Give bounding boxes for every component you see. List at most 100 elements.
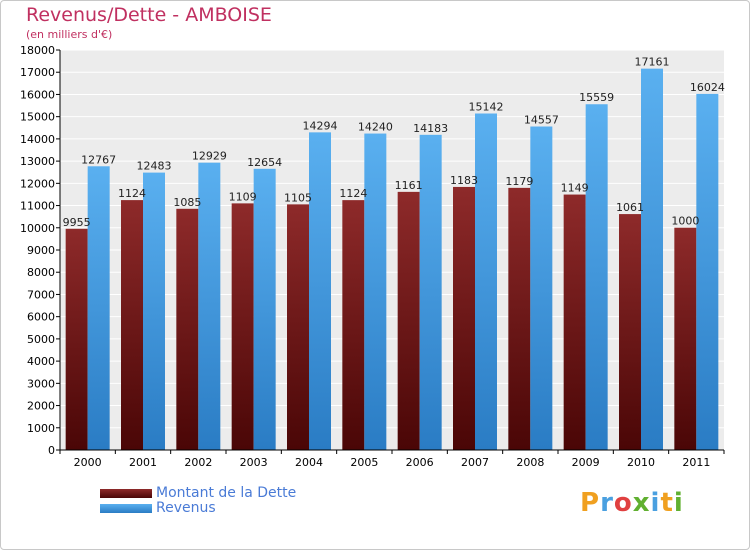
bar-revenus bbox=[696, 93, 719, 451]
x-tick-label: 2001 bbox=[129, 456, 157, 469]
legend-swatch-revenus bbox=[100, 504, 152, 513]
x-tick-label: 2010 bbox=[627, 456, 655, 469]
bar-revenus bbox=[475, 113, 497, 450]
y-tick-label: 18000 bbox=[20, 44, 55, 57]
data-label-revenus: 15559 bbox=[579, 91, 614, 104]
data-label-revenus: 14183 bbox=[413, 122, 448, 135]
legend-item-revenus: Revenus bbox=[100, 501, 296, 516]
y-tick-label: 9000 bbox=[27, 244, 55, 257]
data-label-dette: 1124 bbox=[118, 187, 146, 200]
legend-swatch-dette bbox=[100, 489, 152, 498]
data-label-revenus: 12767 bbox=[81, 153, 116, 166]
x-tick-label: 2006 bbox=[406, 456, 434, 469]
bar-revenus bbox=[641, 68, 663, 451]
x-tick-label: 2007 bbox=[461, 456, 489, 469]
y-tick-label: 11000 bbox=[20, 200, 55, 213]
y-tick-label: 15000 bbox=[20, 111, 55, 124]
data-label-dette: 9955 bbox=[63, 216, 91, 229]
y-tick-label: 4000 bbox=[27, 355, 55, 368]
x-tick-label: 2002 bbox=[184, 456, 212, 469]
logo-letter: i bbox=[673, 488, 684, 518]
data-labels: 9955 12767 1124 12483 1085 12929 1109 12654 1105… bbox=[63, 56, 725, 229]
x-tick-label: 2004 bbox=[295, 456, 323, 469]
data-label-revenus: 12654 bbox=[247, 156, 282, 169]
x-tick-label: 2000 bbox=[74, 456, 102, 469]
data-label-revenus: 12483 bbox=[137, 160, 172, 173]
data-label-revenus: 12929 bbox=[192, 150, 227, 163]
bar-revenus bbox=[364, 133, 387, 451]
logo-letter: i bbox=[650, 488, 661, 518]
bar-revenus bbox=[143, 172, 165, 450]
legend-label-dette: Montant de la Dette bbox=[156, 485, 297, 501]
data-label-revenus: 14294 bbox=[303, 119, 338, 132]
bar-dette bbox=[121, 200, 143, 450]
bar-revenus bbox=[253, 168, 276, 451]
y-tick-label: 3000 bbox=[27, 377, 55, 390]
bar-dette bbox=[65, 228, 88, 450]
data-label-dette: 1149 bbox=[561, 182, 589, 195]
x-tick-label: 2011 bbox=[682, 456, 710, 469]
y-tick-label: 6000 bbox=[27, 311, 55, 324]
legend-label-revenus: Revenus bbox=[156, 500, 216, 516]
data-label-dette: 1085 bbox=[173, 196, 201, 209]
legend-item-dette: Montant de la Dette bbox=[100, 486, 296, 501]
y-tick-label: 7000 bbox=[27, 288, 55, 301]
logo-letter: t bbox=[660, 488, 674, 518]
bar-revenus bbox=[530, 126, 553, 450]
bars bbox=[65, 68, 719, 451]
y-tick-label: 16000 bbox=[20, 88, 55, 101]
bar-dette bbox=[231, 203, 254, 450]
logo-letter: x bbox=[632, 488, 651, 518]
bar-revenus bbox=[87, 166, 110, 451]
bar-dette bbox=[287, 204, 309, 450]
y-tick-label: 14000 bbox=[20, 133, 55, 146]
chart-subtitle: (en milliers d'€) bbox=[26, 28, 113, 41]
chart-title: Revenus/Dette - AMBOISE bbox=[26, 4, 272, 26]
x-tick-label: 2008 bbox=[516, 456, 544, 469]
x-tick-label: 2009 bbox=[572, 456, 600, 469]
bar-dette bbox=[397, 191, 420, 450]
data-label-dette: 1179 bbox=[505, 175, 533, 188]
data-label-dette: 1000 bbox=[671, 215, 699, 228]
data-label-revenus: 14240 bbox=[358, 121, 393, 134]
data-label-dette: 1109 bbox=[229, 190, 257, 203]
y-tick-label: 17000 bbox=[20, 66, 55, 79]
data-label-revenus: 16024 bbox=[690, 81, 725, 94]
x-tick-label: 2003 bbox=[240, 456, 268, 469]
y-tick-label: 12000 bbox=[20, 177, 55, 190]
bar-revenus bbox=[309, 132, 331, 450]
data-label-dette: 1061 bbox=[616, 201, 644, 214]
logo-letter: o bbox=[613, 488, 633, 518]
bar-dette bbox=[674, 227, 697, 450]
data-label-revenus: 14557 bbox=[524, 114, 559, 127]
bar-dette bbox=[342, 200, 365, 450]
bar-dette bbox=[453, 186, 475, 450]
logo-letter: P bbox=[580, 488, 601, 518]
y-tick-label: 13000 bbox=[20, 155, 55, 168]
proxiti-logo: Proxiti bbox=[580, 488, 684, 518]
bar-revenus bbox=[585, 104, 608, 450]
y-tick-label: 2000 bbox=[27, 400, 55, 413]
y-tick-label: 10000 bbox=[20, 222, 55, 235]
bar-revenus bbox=[419, 134, 442, 451]
bar-revenus bbox=[198, 162, 221, 450]
axes: 0 1000 2000 3000 4000 5000 6000 7000 8000 9000 100… bbox=[20, 44, 725, 469]
x-tick-label: 2005 bbox=[350, 456, 378, 469]
logo-letter: r bbox=[600, 488, 614, 518]
data-label-dette: 1124 bbox=[339, 187, 367, 200]
bar-dette bbox=[563, 194, 586, 450]
data-label-revenus: 15142 bbox=[469, 101, 504, 114]
bar-dette bbox=[176, 208, 199, 450]
y-tick-label: 8000 bbox=[27, 266, 55, 279]
data-label-dette: 1183 bbox=[450, 174, 478, 187]
y-tick-label: 0 bbox=[48, 444, 55, 457]
y-tick-label: 1000 bbox=[27, 422, 55, 435]
data-label-dette: 1105 bbox=[284, 191, 312, 204]
data-label-dette: 1161 bbox=[395, 179, 423, 192]
legend: Montant de la Dette Revenus bbox=[100, 486, 296, 516]
data-label-revenus: 17161 bbox=[635, 56, 670, 69]
y-tick-label: 5000 bbox=[27, 333, 55, 346]
bar-dette bbox=[508, 187, 531, 450]
bar-dette bbox=[619, 214, 641, 450]
